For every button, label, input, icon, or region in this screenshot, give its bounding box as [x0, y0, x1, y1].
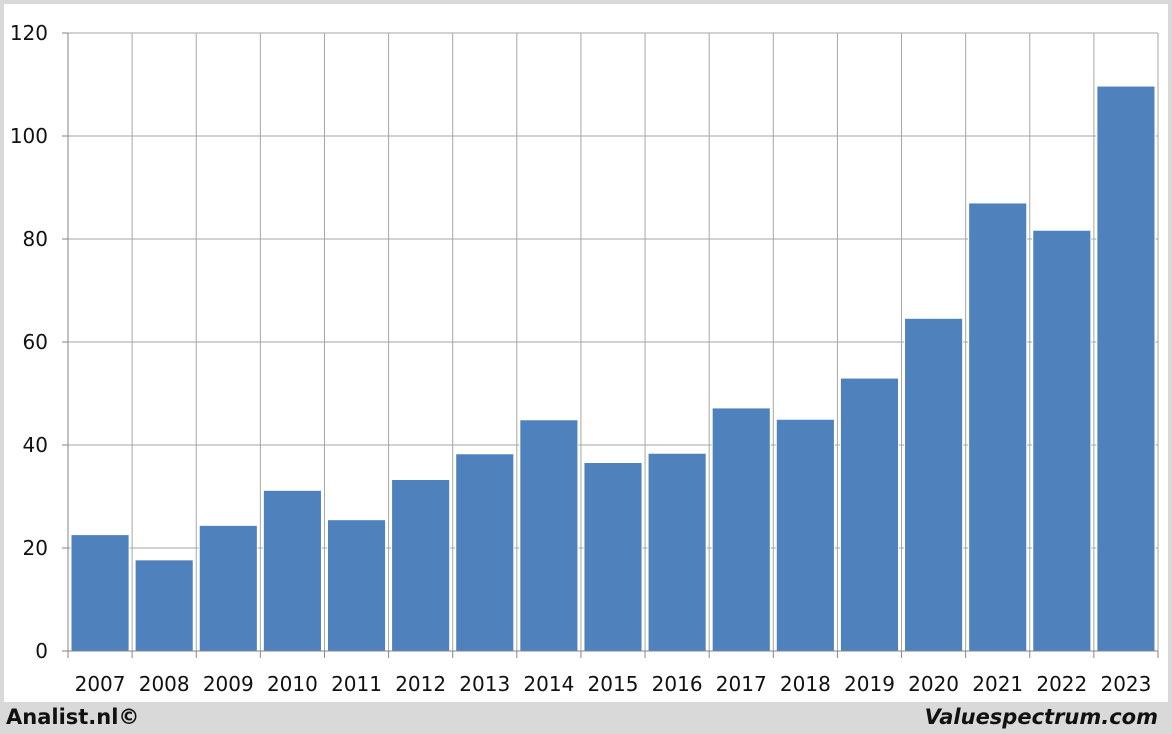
bar: [904, 317, 964, 652]
bar: [519, 419, 579, 652]
x-tick-label: 2014: [523, 672, 574, 696]
x-tick-label: 2018: [780, 672, 831, 696]
x-tick-label: 2022: [1036, 672, 1087, 696]
bar: [711, 407, 771, 652]
bar: [583, 462, 643, 652]
y-tick-label: 100: [10, 124, 48, 148]
bar: [198, 524, 258, 652]
bar: [775, 418, 835, 652]
bar: [326, 519, 387, 652]
x-tick-label: 2011: [331, 672, 382, 696]
y-tick-label: 40: [23, 433, 48, 457]
x-tick-label: 2017: [716, 672, 767, 696]
bar: [1032, 229, 1092, 652]
x-tick-label: 2023: [1100, 672, 1151, 696]
x-tick-label: 2019: [844, 672, 895, 696]
x-tick-label: 2012: [395, 672, 446, 696]
y-tick-label: 60: [23, 330, 48, 354]
bar: [968, 202, 1028, 652]
x-tick-label: 2021: [972, 672, 1023, 696]
x-tick-label: 2015: [588, 672, 639, 696]
y-tick-label: 80: [23, 227, 48, 251]
bar: [70, 534, 130, 652]
bar: [134, 559, 194, 652]
bar: [647, 452, 707, 652]
bar: [455, 453, 515, 652]
x-tick-label: 2009: [203, 672, 254, 696]
bar: [262, 489, 322, 652]
y-tick-label: 120: [10, 21, 48, 45]
x-tick-label: 2020: [908, 672, 959, 696]
x-tick-label: 2013: [459, 672, 510, 696]
bar: [839, 377, 900, 652]
x-tick-label: 2016: [652, 672, 703, 696]
x-tick-label: 2008: [139, 672, 190, 696]
x-tick-label: 2010: [267, 672, 318, 696]
footer-source-right: Valuespectrum.com: [924, 705, 1158, 729]
bar: [1096, 85, 1156, 652]
y-tick-label: 20: [23, 536, 48, 560]
x-tick-label: 2007: [75, 672, 126, 696]
footer-source-left: Analist.nl©: [6, 705, 140, 729]
bar-chart: 0 20 40 60 80 100 120 2007 2008 2009 2010 2011 2012 2…: [10, 21, 1159, 696]
bar: [391, 479, 451, 652]
chart-frame: 0 20 40 60 80 100 120 2007 2008 2009 2010 2011 2012 2…: [4, 4, 1168, 702]
y-tick-label: 0: [35, 639, 48, 663]
